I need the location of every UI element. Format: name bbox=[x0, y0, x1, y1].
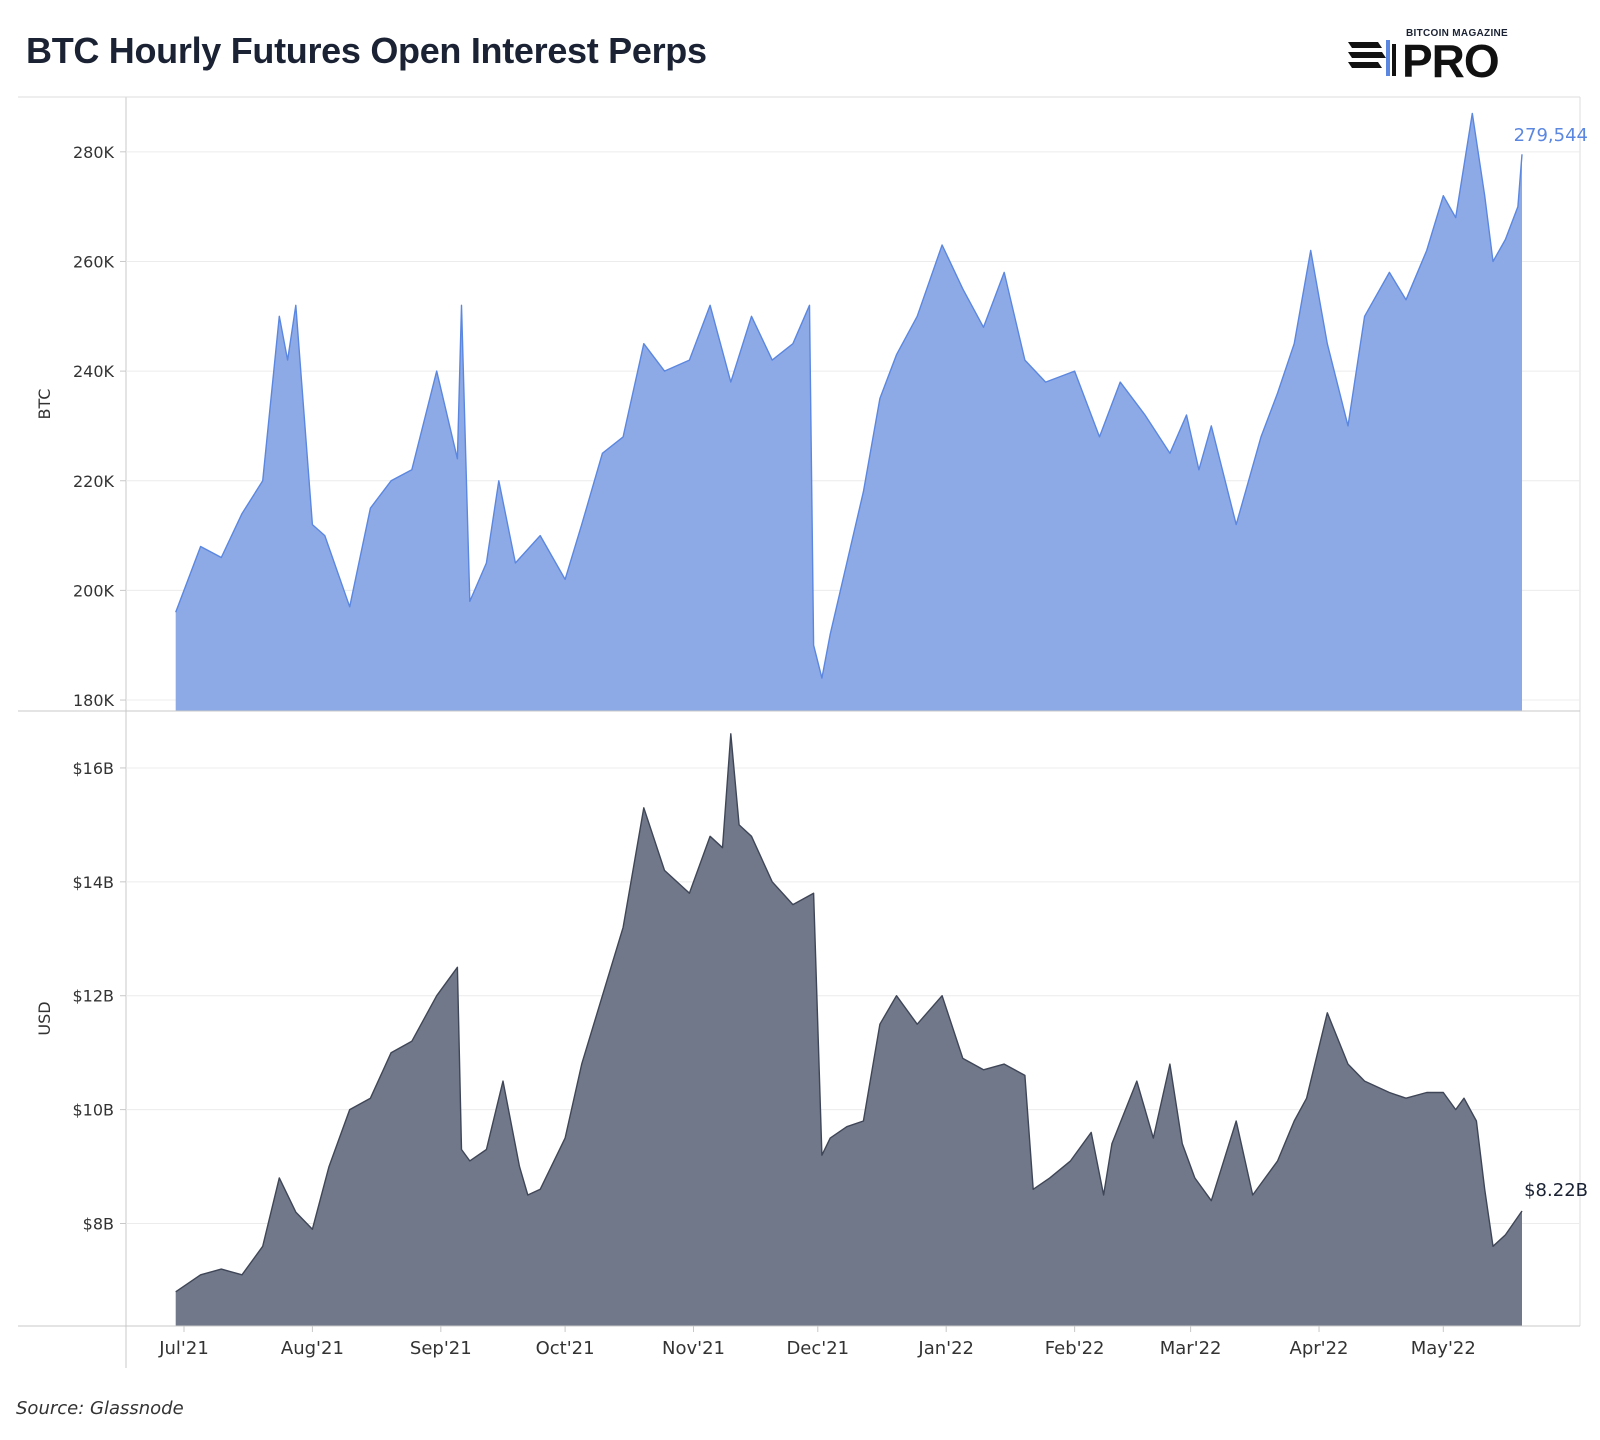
logo-small-text: BITCOIN MAGAZINE bbox=[1406, 28, 1509, 39]
series-line bbox=[175, 112, 1523, 679]
y-axis-title: USD bbox=[35, 1001, 54, 1035]
source-note: Source: Glassnode bbox=[16, 1398, 184, 1419]
series-area bbox=[175, 113, 1523, 711]
x-tick-label: Oct'21 bbox=[536, 1338, 595, 1359]
chart-title: BTC Hourly Futures Open Interest Perps bbox=[26, 30, 707, 71]
y-tick-label: 280K bbox=[73, 143, 115, 162]
y-tick-label: $8B bbox=[83, 1215, 114, 1234]
logo-stripes-icon bbox=[1348, 40, 1396, 76]
y-tick-label: 260K bbox=[73, 252, 115, 271]
y-tick-label: 200K bbox=[73, 581, 115, 600]
x-tick-label: Jan'22 bbox=[917, 1338, 974, 1359]
last-value-label: 279,544 bbox=[1514, 125, 1588, 146]
x-tick-label: Mar'22 bbox=[1160, 1338, 1222, 1359]
logo-big-text: PRO bbox=[1402, 35, 1500, 87]
series-line bbox=[175, 733, 1523, 1293]
x-tick-label: Dec'21 bbox=[786, 1338, 849, 1359]
x-axis: Jul'21 Aug'21 Sep'21 Oct'21 Nov'21 Dec'21 Jan'… bbox=[158, 1326, 1476, 1359]
y-tick-label: $12B bbox=[72, 987, 114, 1006]
y-tick-label: 220K bbox=[73, 472, 115, 491]
last-value-label: $8.22B bbox=[1524, 1180, 1588, 1201]
y-tick-label: $10B bbox=[72, 1101, 114, 1120]
x-tick-label: Jul'21 bbox=[158, 1338, 209, 1359]
y-axis-title: BTC bbox=[35, 389, 54, 420]
x-tick-label: Sep'21 bbox=[410, 1338, 472, 1359]
x-tick-label: May'22 bbox=[1411, 1338, 1476, 1359]
y-tick-label: 240K bbox=[73, 362, 115, 381]
series-area bbox=[175, 733, 1523, 1326]
x-tick-label: Nov'21 bbox=[662, 1338, 725, 1359]
x-tick-label: Feb'22 bbox=[1045, 1338, 1105, 1359]
y-tick-label: 180K bbox=[73, 691, 115, 710]
brand-logo: BITCOIN MAGAZINE PRO bbox=[1348, 28, 1548, 87]
panel-1: 180K 200K 220K 240K 260K 280K BTC 279,544 bbox=[18, 112, 1588, 712]
panel-2: $8B $10B $12B $14B $16B USD $8.22B bbox=[18, 733, 1588, 1327]
x-tick-label: Aug'21 bbox=[281, 1338, 344, 1359]
y-tick-label: $14B bbox=[72, 873, 114, 892]
x-tick-label: Apr'22 bbox=[1290, 1338, 1349, 1359]
y-tick-label: $16B bbox=[72, 759, 114, 778]
